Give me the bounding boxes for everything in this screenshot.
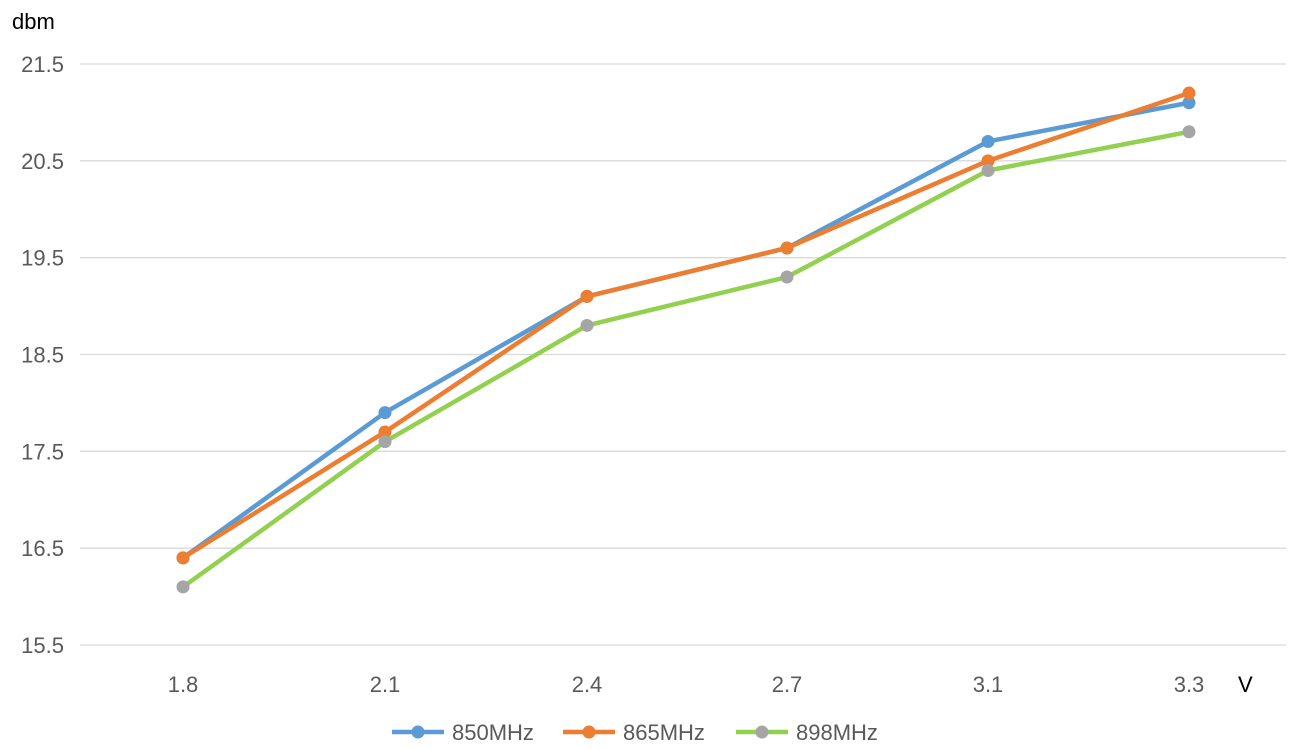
data-point (981, 164, 995, 178)
x-tick-label: 3.3 (1174, 672, 1205, 697)
data-point (780, 241, 794, 255)
data-point (580, 318, 594, 332)
series-line (180, 90, 1192, 561)
data-point (378, 425, 392, 439)
legend-marker (582, 725, 596, 739)
x-tick-label: 2.7 (772, 672, 803, 697)
series-lines (176, 86, 1196, 594)
data-point (176, 580, 190, 594)
legend-item: 850MHz (392, 720, 534, 745)
legend: 850MHz 865MHz 898MHz (392, 720, 878, 745)
series-850MHz (176, 96, 1196, 565)
series-line (180, 129, 1192, 590)
data-point (1182, 96, 1196, 110)
data-point (1182, 86, 1196, 100)
data-point (1182, 125, 1196, 139)
y-tick-label: 16.5 (21, 536, 64, 561)
y-tick-label: 15.5 (21, 633, 64, 658)
y-axis-ticks: 15.5 16.5 17.5 18.5 19.5 20.5 21.5 (21, 52, 64, 658)
legend-label: 865MHz (623, 720, 705, 745)
legend-marker (755, 725, 769, 739)
gridlines (80, 63, 1286, 646)
y-tick-label: 17.5 (21, 439, 64, 464)
data-point (378, 435, 392, 449)
legend-label: 898MHz (796, 720, 878, 745)
x-axis-ticks: 1.8 2.1 2.4 2.7 3.1 3.3 (168, 672, 1205, 697)
legend-item: 898MHz (736, 720, 878, 745)
data-point (981, 154, 995, 168)
series-898MHz (176, 125, 1196, 594)
legend-marker (411, 725, 425, 739)
data-point (378, 406, 392, 420)
data-point (981, 134, 995, 148)
data-point (176, 551, 190, 565)
legend-item: 865MHz (563, 720, 705, 745)
data-point (780, 270, 794, 284)
y-tick-label: 19.5 (21, 246, 64, 271)
legend-label: 850MHz (452, 720, 534, 745)
x-tick-label: 1.8 (168, 672, 199, 697)
y-tick-label: 18.5 (21, 343, 64, 368)
y-tick-label: 20.5 (21, 149, 64, 174)
x-axis-title: V (1238, 672, 1253, 697)
series-865MHz (176, 86, 1196, 565)
x-tick-label: 2.1 (370, 672, 401, 697)
x-tick-label: 2.4 (572, 672, 603, 697)
data-point (580, 289, 594, 303)
y-tick-label: 21.5 (21, 52, 64, 77)
series-line (180, 100, 1192, 561)
x-tick-label: 3.1 (973, 672, 1004, 697)
y-axis-title: dbm (12, 9, 55, 34)
